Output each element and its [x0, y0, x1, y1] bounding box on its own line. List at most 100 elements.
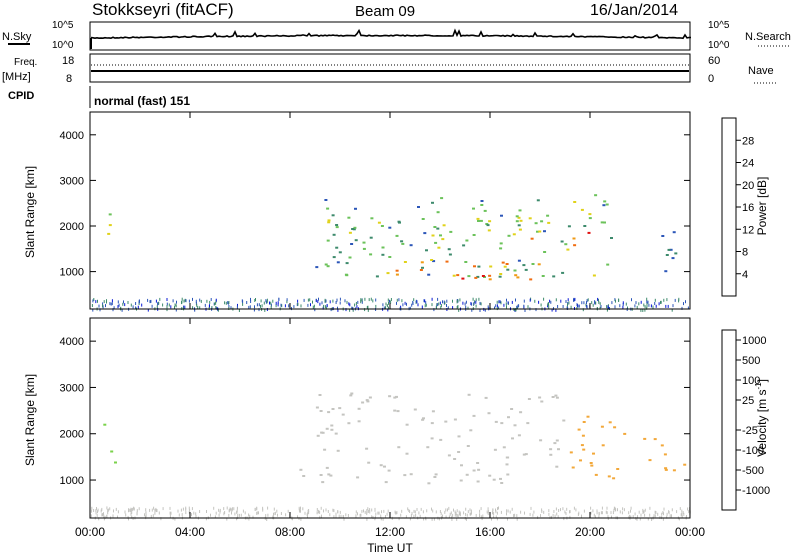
noise-cell — [642, 309, 644, 312]
noise-cell — [229, 507, 231, 511]
noise-cell — [606, 506, 608, 510]
noise-cell — [313, 304, 315, 308]
cpid-mode: normal (fast) 151 — [94, 94, 190, 108]
data-cell — [318, 394, 322, 396]
noise-cell — [475, 304, 477, 308]
noise-cell — [335, 301, 337, 304]
data-cell — [551, 396, 555, 398]
noise-cell — [389, 299, 390, 303]
data-cell — [444, 420, 448, 423]
noise-cell — [318, 297, 319, 301]
noise-cell — [130, 512, 132, 516]
data-cell — [664, 468, 668, 471]
noise-cell — [276, 509, 278, 513]
data-cell — [592, 452, 595, 455]
noise-cell — [398, 517, 400, 521]
data-cell — [431, 410, 435, 413]
noise-cell — [555, 298, 557, 302]
data-cell — [441, 238, 445, 241]
data-cell — [500, 214, 503, 217]
data-cell — [672, 469, 676, 472]
data-cell — [534, 222, 538, 225]
data-cell — [546, 214, 550, 217]
freq-unit: [MHz] — [2, 71, 31, 83]
noise-cell — [316, 511, 318, 515]
noise-cell — [317, 300, 319, 304]
data-cell — [562, 419, 566, 422]
data-cell — [518, 228, 522, 231]
noise-cell — [516, 514, 518, 518]
xtick-label: 00:00 — [75, 525, 105, 539]
noise-cell — [205, 517, 207, 521]
noise-cell — [195, 301, 197, 305]
noise-cell — [321, 514, 322, 518]
data-cell — [538, 396, 542, 399]
data-cell — [357, 407, 361, 410]
data-cell — [357, 420, 361, 423]
noise-cell — [423, 299, 425, 303]
noise-cell — [355, 302, 357, 305]
noise-cell — [574, 297, 576, 301]
data-cell — [108, 224, 112, 227]
noise-cell — [374, 508, 376, 512]
data-cell — [536, 199, 540, 202]
noise-cell — [274, 512, 276, 516]
data-cell — [436, 211, 440, 214]
noise-cell — [484, 308, 486, 312]
noise-cell — [396, 298, 398, 302]
noise-cell — [246, 301, 248, 304]
noise-cell — [93, 509, 95, 512]
noise-cell — [507, 517, 508, 521]
noise-cell — [132, 507, 134, 511]
data-cell — [375, 275, 379, 278]
noise-cell — [337, 510, 339, 514]
noise-cell — [312, 300, 313, 304]
noise-cell — [269, 301, 270, 305]
data-cell — [494, 420, 498, 423]
noise-cell — [631, 298, 632, 302]
noise-cell — [104, 515, 106, 519]
noise-cell — [629, 515, 631, 519]
noise-cell — [463, 511, 465, 515]
noise-cell — [95, 511, 97, 515]
noise-cell — [336, 298, 338, 302]
noise-cell — [479, 301, 481, 305]
noise-cell — [557, 515, 559, 519]
data-cell — [660, 444, 664, 447]
noise-cell — [191, 513, 192, 517]
noise-cell — [573, 298, 575, 302]
noise-cell — [541, 508, 543, 512]
data-cell — [661, 235, 665, 237]
data-cell — [531, 263, 535, 265]
data-cell — [527, 398, 531, 400]
data-cell — [524, 453, 528, 456]
data-cell — [623, 432, 627, 435]
data-cell — [393, 396, 397, 399]
velocity-colorbar-label: Velocity [m s-1] — [754, 379, 769, 457]
data-cell — [426, 446, 430, 449]
noise-cell — [416, 508, 418, 511]
data-cell — [362, 247, 366, 250]
noise-cell — [100, 509, 102, 513]
noise-cell — [595, 301, 597, 305]
noise-cell — [159, 297, 161, 301]
data-cell — [536, 230, 539, 233]
power-panel-frame — [89, 111, 691, 310]
noise-cell — [343, 517, 345, 521]
noise-cell — [676, 510, 678, 514]
noise-cell — [361, 300, 363, 304]
data-cell — [513, 269, 517, 272]
data-cell — [588, 217, 592, 220]
noise-cell — [496, 517, 498, 521]
noise-cell — [619, 510, 621, 514]
noise-cell — [615, 508, 616, 512]
noise-cell — [109, 507, 111, 511]
noise-cell — [464, 302, 466, 306]
data-cell — [648, 459, 652, 462]
noise-cell — [457, 514, 459, 518]
data-cell — [572, 237, 576, 240]
data-cell — [417, 206, 420, 208]
data-cell — [387, 469, 391, 472]
colorbar-tick-label: -100 — [742, 445, 764, 457]
data-cell — [432, 260, 436, 263]
